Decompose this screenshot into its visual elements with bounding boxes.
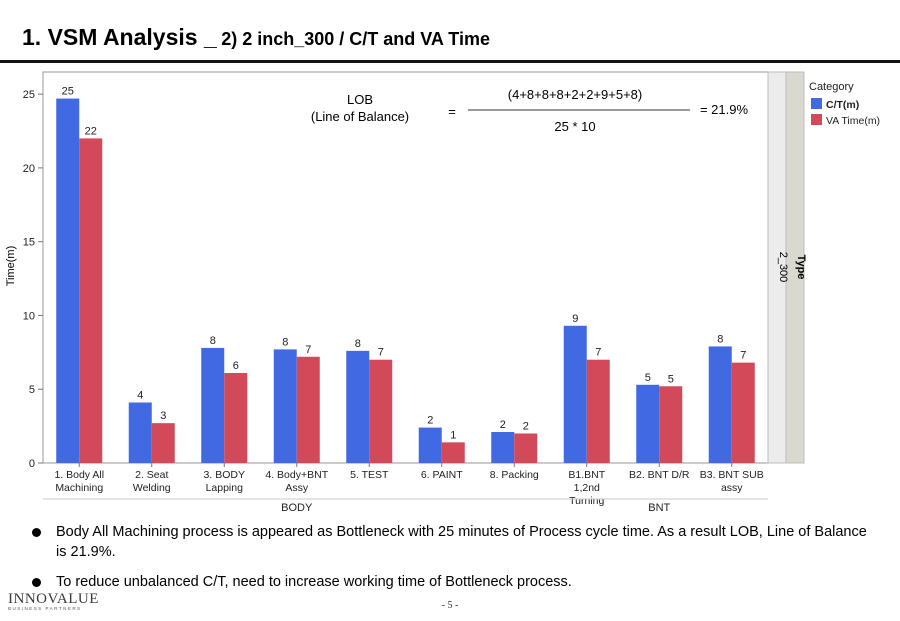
bar-va xyxy=(441,442,465,463)
y-tick-label: 20 xyxy=(23,163,35,175)
y-tick-label: 15 xyxy=(23,237,35,249)
data-label: 5 xyxy=(645,372,651,384)
category-label: Turning xyxy=(569,495,604,507)
data-label: 7 xyxy=(378,347,384,359)
facet-strip-title-bg xyxy=(785,71,805,464)
slide-title-main: 1. VSM Analysis _ xyxy=(22,24,217,50)
data-label: 2 xyxy=(523,420,529,432)
page-number: - 5 - xyxy=(441,600,459,611)
data-label: 7 xyxy=(595,347,601,359)
company-logo: INNOVALUE BUSINESS PARTNERS xyxy=(8,591,99,611)
legend-label: VA Time(m) xyxy=(826,115,880,127)
bullet-text: To reduce unbalanced C/T, need to increa… xyxy=(56,574,572,590)
bar-ct xyxy=(418,427,442,463)
category-label: B3. BNT SUB xyxy=(700,469,764,481)
category-label: 6. PAINT xyxy=(421,469,463,481)
category-label: Welding xyxy=(133,482,171,494)
legend-swatch xyxy=(811,98,822,109)
title-underline xyxy=(0,60,900,63)
data-label: 8 xyxy=(355,338,361,350)
data-label: 7 xyxy=(740,350,746,362)
category-label: 5. TEST xyxy=(350,469,389,481)
lob-sublabel: (Line of Balance) xyxy=(311,109,409,124)
bar-ct xyxy=(491,432,515,463)
category-label: B2. BNT D/R xyxy=(629,469,690,481)
bar-ct xyxy=(128,402,152,463)
data-label: 3 xyxy=(160,410,166,422)
facet-title: Type xyxy=(795,255,807,280)
data-label: 8 xyxy=(282,336,288,348)
category-label: Lapping xyxy=(206,482,244,494)
bar-va xyxy=(514,433,538,463)
logo-tagline: BUSINESS PARTNERS xyxy=(8,606,82,611)
bar-ct xyxy=(346,350,370,463)
lob-numerator: (4+8+8+8+2+2+9+5+8) xyxy=(508,87,642,102)
bar-ct xyxy=(708,346,732,463)
data-label: 2 xyxy=(427,415,433,427)
bar-ct xyxy=(636,384,660,463)
data-label: 6 xyxy=(233,360,239,372)
bullet-item: Body All Machining process is appeared a… xyxy=(30,522,870,562)
bar-va xyxy=(369,359,393,463)
category-label: 4. Body+BNT xyxy=(265,469,328,481)
bar-va xyxy=(731,362,755,463)
bar-va xyxy=(79,138,103,463)
lob-label: LOB xyxy=(347,92,373,107)
y-axis-label: Time(m) xyxy=(5,246,17,287)
logo-name: INNOVALUE xyxy=(8,591,99,607)
bar-ct xyxy=(273,349,297,463)
lob-equals: = xyxy=(448,104,456,119)
data-label: 7 xyxy=(305,344,311,356)
data-label: 8 xyxy=(717,333,723,345)
slide-title-sub: 2) 2 inch_300 / C/T and VA Time xyxy=(221,29,490,49)
data-label: 25 xyxy=(62,86,74,98)
bar-ct xyxy=(56,98,80,464)
bullet-dot-icon xyxy=(32,528,41,537)
bar-va xyxy=(224,372,248,463)
slide-title: 1. VSM Analysis _ 2) 2 inch_300 / C/T an… xyxy=(22,24,490,51)
facet-value: 2_300 xyxy=(777,252,789,283)
legend-title: Category xyxy=(809,81,854,93)
lob-denominator: 25 * 10 xyxy=(554,119,595,134)
category-label: assy xyxy=(721,482,743,494)
y-tick-label: 10 xyxy=(23,310,35,322)
category-label: B1.BNT xyxy=(568,469,605,481)
data-label: 22 xyxy=(85,125,97,137)
bullet-list: Body All Machining process is appeared a… xyxy=(30,522,870,602)
legend-swatch xyxy=(811,114,822,125)
data-label: 1 xyxy=(450,429,456,441)
category-label: Assy xyxy=(285,482,309,494)
bullet-dot-icon xyxy=(32,578,41,587)
bar-ct xyxy=(201,347,225,463)
bullet-text: Body All Machining process is appeared a… xyxy=(56,524,867,560)
data-label: 4 xyxy=(137,390,143,402)
bar-ct xyxy=(563,325,587,463)
category-label: Machining xyxy=(55,482,103,494)
category-label: 2. Seat xyxy=(135,469,168,481)
legend-label: C/T(m) xyxy=(826,99,859,111)
bar-va xyxy=(586,359,610,463)
y-tick-label: 5 xyxy=(29,384,35,396)
data-label: 2 xyxy=(500,419,506,431)
group-label: BNT xyxy=(648,502,670,514)
y-tick-label: 25 xyxy=(23,89,35,101)
bullet-item: To reduce unbalanced C/T, need to increa… xyxy=(30,572,870,592)
category-label: 8. Packing xyxy=(490,469,539,481)
data-label: 5 xyxy=(668,373,674,385)
category-label: 1,2nd xyxy=(574,482,600,494)
data-label: 8 xyxy=(210,335,216,347)
category-label: 3. BODY xyxy=(204,469,245,481)
bar-va xyxy=(296,356,320,463)
y-tick-label: 0 xyxy=(29,458,35,470)
category-label: 1. Body All xyxy=(54,469,104,481)
bar-va xyxy=(659,386,683,463)
bar-va xyxy=(151,423,175,463)
group-label: BODY xyxy=(281,502,313,514)
data-label: 9 xyxy=(572,313,578,325)
lob-result: = 21.9% xyxy=(700,102,749,117)
